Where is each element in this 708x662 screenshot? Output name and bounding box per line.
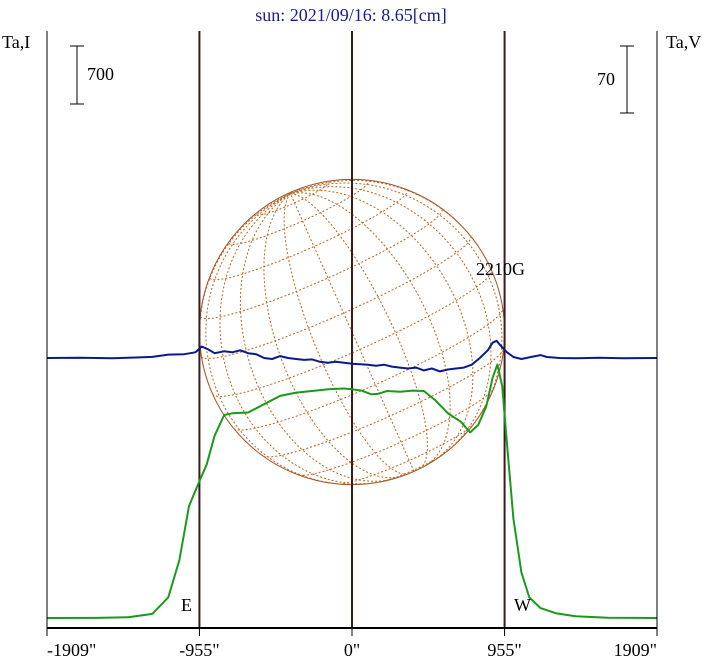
meridian-line <box>289 193 415 472</box>
parallel-line <box>200 208 443 320</box>
west-limb-label: W <box>514 595 531 615</box>
y-axis-label-right: Ta,V <box>666 32 701 52</box>
meridian-line <box>290 182 503 431</box>
meridian-line <box>290 192 451 467</box>
meridian-line <box>283 193 409 475</box>
meridian-line <box>239 193 393 482</box>
scale-label-right: 70 <box>597 69 615 89</box>
parallel-line <box>339 423 474 485</box>
parallel-line <box>233 308 504 431</box>
y-axis-label-left: Ta,I <box>2 32 30 52</box>
meridian-line <box>263 193 404 479</box>
east-limb-label: E <box>181 595 192 615</box>
x-tick-label: 955" <box>487 640 521 660</box>
scale-bar-right <box>620 45 634 114</box>
parallel-line <box>201 236 472 360</box>
parallel-line <box>298 388 495 476</box>
x-tick-label: -1909" <box>47 640 96 660</box>
parallel-line <box>256 182 330 216</box>
scale-bar-left <box>70 45 84 105</box>
parallel-line <box>263 349 504 458</box>
parallel-line <box>381 453 445 483</box>
meridian-line <box>290 186 492 455</box>
region-annotation: 2210G <box>476 259 525 279</box>
chart-title: sun: 2021/09/16: 8.65[cm] <box>255 5 447 25</box>
x-tick-label: 1909" <box>614 640 657 660</box>
parallel-line <box>212 269 493 398</box>
meridian-line <box>205 193 347 485</box>
parallel-line <box>209 190 408 281</box>
scale-label-left: 700 <box>87 64 114 84</box>
meridian-line <box>290 193 428 470</box>
solar-disk-grid <box>198 178 506 486</box>
parallel-line <box>228 181 370 246</box>
x-tick-label: 0" <box>344 640 360 660</box>
series-intensity-line <box>46 363 658 619</box>
series-polarization-line <box>46 339 658 373</box>
x-tick-label: -955" <box>179 640 219 660</box>
